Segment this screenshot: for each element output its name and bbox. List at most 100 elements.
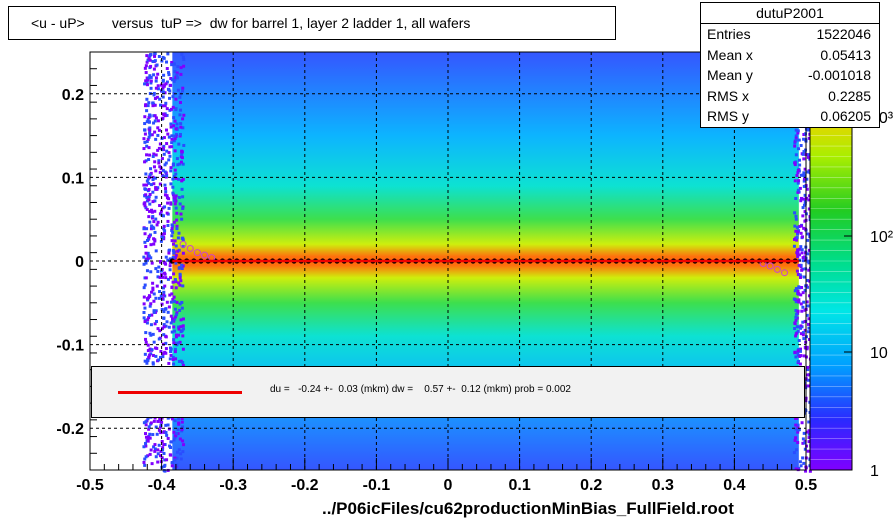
density-speckle [177,448,181,452]
density-speckle [164,307,168,311]
density-speckle [178,95,182,99]
density-speckle [146,417,150,421]
density-speckle [158,204,162,208]
density-speckle [165,80,169,84]
density-speckle [162,316,166,320]
density-speckle [179,108,183,112]
density-speckle [153,199,157,203]
density-speckle [168,96,172,100]
density-speckle [157,337,161,341]
density-speckle [149,333,153,337]
density-speckle [151,154,155,158]
density-speckle [799,302,803,306]
density-speckle [176,341,180,345]
density-speckle [172,272,176,276]
density-speckle [156,419,160,423]
density-speckle [165,211,169,215]
density-speckle [159,103,163,107]
density-speckle [798,186,802,190]
density-speckle [144,193,148,197]
density-speckle [806,285,810,289]
density-speckle [174,333,178,337]
density-speckle [181,347,185,351]
density-speckle [807,317,811,321]
density-speckle [801,320,805,324]
density-speckle [179,318,183,322]
density-speckle [178,162,182,166]
density-speckle [169,353,173,357]
density-speckle [175,432,179,436]
density-speckle [148,452,152,456]
density-speckle [797,179,801,183]
density-speckle [162,144,166,148]
density-speckle [806,368,810,372]
density-speckle [182,113,186,117]
density-speckle [799,199,803,203]
density-speckle [147,254,151,258]
density-speckle [801,259,805,263]
density-speckle [146,359,150,363]
density-speckle [167,73,171,77]
density-speckle [181,126,185,130]
open-marker [781,269,789,277]
density-speckle [796,441,800,445]
density-speckle [167,325,171,329]
density-speckle [156,275,160,279]
density-speckle [163,193,167,197]
density-speckle [168,257,172,261]
density-speckle [178,308,182,312]
density-speckle [143,140,147,144]
density-speckle [154,267,158,271]
density-speckle [800,251,804,255]
density-speckle [806,153,810,157]
density-speckle [172,116,176,120]
density-speckle [159,294,163,298]
density-speckle [165,300,169,304]
density-speckle [168,357,172,361]
density-speckle [161,286,165,290]
density-speckle [178,113,182,117]
density-speckle [170,145,174,149]
density-speckle [794,217,798,221]
density-speckle [153,449,157,453]
density-speckle [156,448,160,452]
density-speckle [156,126,160,130]
density-speckle [159,239,163,243]
x-tick-label: -0.5 [76,477,104,494]
density-speckle [176,427,180,431]
density-speckle [172,196,176,200]
density-speckle [798,276,802,280]
density-speckle [156,452,160,456]
density-speckle [171,230,175,234]
density-speckle [796,349,800,353]
density-speckle [148,220,152,224]
density-speckle [170,137,174,141]
density-speckle [807,378,811,382]
density-speckle [172,438,176,442]
density-speckle [177,177,181,181]
density-speckle [174,75,178,79]
density-speckle [145,208,149,212]
density-speckle [156,72,160,76]
density-speckle [796,232,800,236]
density-speckle [799,293,803,297]
density-speckle [162,310,166,314]
density-speckle [174,357,178,361]
density-speckle [801,206,805,210]
density-speckle [803,210,807,214]
x-tick-label: 0.4 [723,477,745,494]
density-speckle [802,184,806,188]
density-speckle [170,78,174,82]
density-speckle [174,313,178,317]
density-speckle [143,132,147,136]
density-speckle [146,343,150,347]
density-speckle [174,133,178,137]
density-speckle [172,198,176,202]
density-speckle [165,113,169,117]
density-speckle [167,361,171,365]
density-speckle [162,227,166,231]
density-speckle [793,144,797,148]
density-speckle [174,434,178,438]
density-speckle [161,104,165,108]
density-speckle [145,321,149,325]
